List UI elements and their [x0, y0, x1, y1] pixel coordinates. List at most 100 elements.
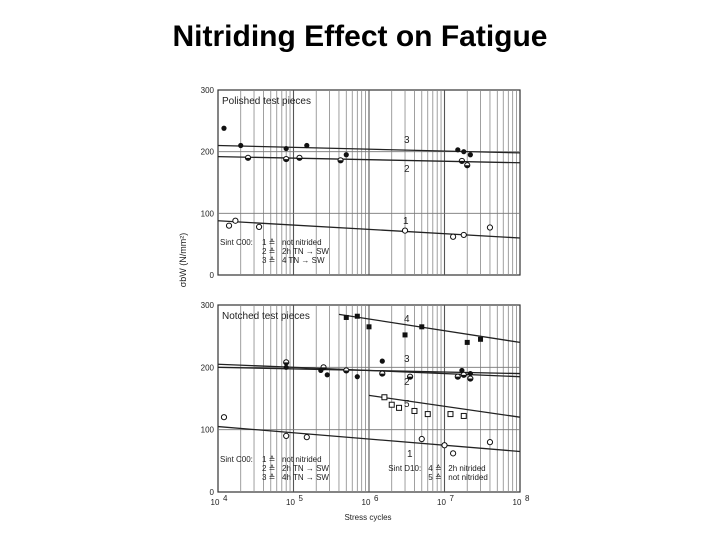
y-tick-label: 200 [201, 363, 215, 372]
curve-label-1: 1 [403, 216, 409, 227]
curve-label-2: 2 [404, 377, 410, 388]
polished-panel: 0 100 200 300 Polished test pieces 1 2 3 Sint C0… [201, 86, 521, 280]
slide-title: Nitriding Effect on Fatigue [172, 20, 548, 53]
data-point-series-4 [354, 313, 360, 319]
curve-label-4: 4 [404, 314, 410, 325]
data-point-series-1 [220, 414, 228, 421]
y-tick-label: 100 [201, 426, 215, 435]
legend-entry-text-1: not nitrided [282, 238, 322, 247]
data-point-series-1 [303, 434, 310, 441]
data-point-series-1 [460, 231, 467, 239]
fit-line-series-1 [217, 220, 521, 239]
data-point-series-2 [296, 154, 303, 161]
fit-line-series-4 [338, 313, 521, 344]
data-point-series-4 [402, 332, 408, 338]
data-point-series-3 [238, 142, 244, 149]
data-point-series-5 [460, 412, 467, 419]
legend-entry-num-3: 3 ≙ [262, 256, 275, 265]
legend2-entry-num-5: 5 ≙ [428, 473, 441, 482]
curve-label-1: 1 [407, 449, 413, 460]
x-tick-exponent: 4 [223, 494, 228, 503]
data-point-series-2 [406, 373, 414, 380]
data-point-series-2 [283, 359, 290, 366]
fit-line-series-2 [217, 155, 521, 164]
data-point-series-3 [459, 367, 465, 374]
data-point-series-1 [486, 224, 494, 231]
legend-entry-text-3: 4h TN → SW [282, 473, 329, 482]
data-point-series-1 [401, 227, 409, 234]
legend-entry-text-2: 2h TN → SW [282, 464, 329, 473]
data-point-series-3 [324, 372, 330, 378]
data-point-series-1 [450, 450, 457, 457]
y-tick-label: 200 [201, 148, 215, 157]
data-point-series-5 [411, 407, 418, 414]
legend-entry-num-2: 2 ≙ [262, 464, 275, 473]
data-point-series-3 [354, 374, 360, 380]
fit-line-series-1 [217, 425, 521, 453]
data-point-series-4 [419, 324, 425, 330]
legend2-entry-text-5: not nitrided [448, 473, 488, 482]
data-point-series-4 [366, 324, 372, 330]
x-tick-exponent: 8 [525, 494, 530, 503]
curve-label-5: 5 [404, 399, 410, 410]
legend-entry-text-2: 2h TN → SW [282, 247, 329, 256]
data-point-series-4 [343, 314, 349, 320]
data-point-series-3 [455, 147, 461, 153]
data-point-series-1 [232, 217, 239, 224]
legend-entry-num-1: 1 ≙ [262, 455, 275, 464]
x-tick-label: 10 [437, 498, 446, 507]
data-point-series-5 [388, 401, 395, 408]
data-point-series-1 [450, 233, 457, 240]
y-tick-label: 0 [210, 271, 215, 280]
data-point-series-3 [467, 370, 473, 377]
data-point-series-4 [478, 336, 484, 342]
data-point-series-3 [461, 149, 467, 155]
data-point-series-1 [225, 222, 233, 229]
data-point-series-2 [467, 375, 474, 382]
data-point-series-3 [318, 367, 324, 374]
data-point-series-1 [255, 223, 263, 230]
y-axis-label: σbW (N/mm²) [178, 233, 188, 288]
panel-title: Polished test pieces [222, 96, 311, 107]
data-point-series-3 [283, 364, 289, 370]
data-point-series-1 [418, 435, 425, 443]
legend-entry-num-2: 2 ≙ [262, 247, 275, 256]
data-point-series-2 [458, 157, 465, 165]
x-tick-exponent: 5 [299, 494, 304, 503]
legend2-prefix: Sint D10: [388, 464, 421, 473]
data-point-series-5 [447, 411, 454, 418]
data-point-series-1 [441, 442, 448, 449]
y-tick-label: 0 [210, 488, 215, 497]
y-tick-label: 300 [201, 301, 215, 310]
data-point-series-5 [396, 404, 403, 411]
data-point-series-2 [379, 370, 386, 377]
data-point-series-1 [486, 439, 494, 446]
data-point-series-3 [221, 125, 227, 131]
data-point-series-2 [283, 155, 290, 163]
curve-label-3: 3 [404, 135, 410, 146]
legend-entry-num-1: 1 ≙ [262, 238, 275, 247]
x-axis-label: Stress cycles [344, 513, 391, 522]
fit-line-series-3 [217, 144, 521, 154]
legend-prefix: Sint C00: [220, 455, 253, 464]
legend-entry-num-3: 3 ≙ [262, 473, 275, 482]
y-tick-label: 100 [201, 209, 215, 218]
data-point-series-2 [343, 367, 350, 374]
data-point-series-3 [467, 152, 473, 158]
data-point-series-4 [464, 339, 470, 345]
fit-line-series-5 [368, 394, 521, 418]
curve-label-2: 2 [404, 164, 410, 175]
data-point-series-2 [464, 162, 471, 169]
data-point-series-2 [337, 157, 344, 164]
legend-entry-text-3: 4 TN → SW [282, 256, 325, 265]
x-tick-exponent: 7 [450, 494, 455, 503]
data-point-series-5 [424, 411, 431, 418]
panel-title: Notched test pieces [222, 311, 310, 322]
data-point-series-2 [244, 154, 252, 161]
data-point-series-3 [379, 358, 385, 364]
data-point-series-3 [304, 142, 310, 149]
legend-entry-text-1: not nitrided [282, 455, 322, 464]
x-tick-label: 10 [513, 498, 522, 507]
